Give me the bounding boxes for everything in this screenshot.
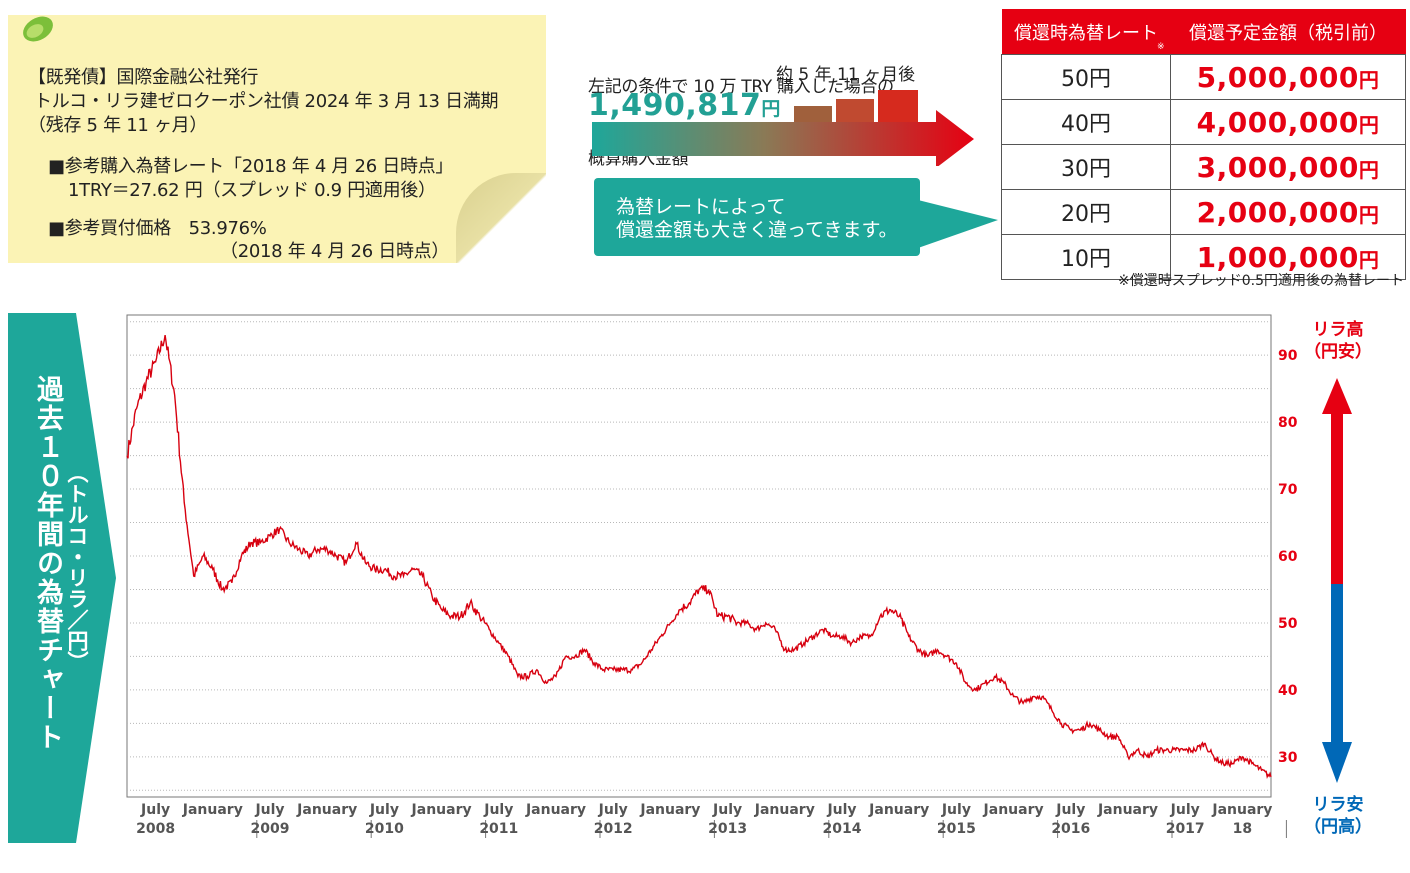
bond-remaining: （残存 5 年 11 ヶ月） <box>28 115 208 136</box>
x-tick-label: January <box>525 802 586 818</box>
side-banner-title: 過去１０年間の為替チャート <box>32 375 63 752</box>
x-tick-label: July <box>598 802 628 818</box>
x-tick-year-label: 2014 <box>823 821 862 837</box>
x-tick-label: July <box>140 802 170 818</box>
x-tick-label: July <box>941 802 971 818</box>
arrow-shaft-up <box>1331 412 1343 584</box>
header-rate: 償還時為替レート ※ <box>1001 9 1171 55</box>
table-row: 40円 4,000,000円 <box>1001 99 1406 145</box>
rate-cell: 30円 <box>1001 144 1171 190</box>
leaf-logo-icon <box>23 16 53 42</box>
arrow-up-icon <box>1322 378 1352 414</box>
x-tick-label: January <box>754 802 815 818</box>
x-tick-year-label: 2009 <box>251 821 290 837</box>
callout-bubble: 為替レートによって 償還金額も大きく違ってきます。 <box>594 178 920 256</box>
label-lira-high: リラ高 （円安） <box>1304 320 1372 362</box>
x-tick-year-label: 2015 <box>937 821 976 837</box>
purchase-condition-line1: 左記の条件で 10 万 TRY 購入した場合の <box>588 77 894 97</box>
x-tick-label: July <box>826 802 856 818</box>
y-tick-label: 60 <box>1278 549 1298 565</box>
x-tick-label: January <box>182 802 243 818</box>
amount-cell: 2,000,000円 <box>1170 189 1406 235</box>
amount-cell: 4,000,000円 <box>1170 99 1406 145</box>
plot-frame <box>126 314 1272 798</box>
amount-cell: 1,000,000円 <box>1170 234 1406 280</box>
later-label: 約 5 年 11 ヶ月後 <box>776 65 916 85</box>
table-footnote: ※償還時スプレッド0.5円適用後の為替レート <box>1118 273 1404 289</box>
y-tick-label: 50 <box>1278 616 1298 632</box>
purchase-amount: 1,490,817円 <box>588 88 781 123</box>
bond-name: トルコ・リラ建ゼロクーポン社債 2024 年 3 月 13 日満期 <box>34 91 499 112</box>
x-tick-label: January <box>1211 802 1272 818</box>
x-tick-year-label: 2012 <box>594 821 633 837</box>
callout-tail <box>918 200 998 248</box>
arrow-icon <box>592 110 974 166</box>
x-tick-year-label: 2016 <box>1051 821 1090 837</box>
x-tick-label: January <box>296 802 357 818</box>
growth-arrow-graphic <box>592 90 974 166</box>
x-tick-year-label: 2011 <box>479 821 518 837</box>
arrow-shaft-down <box>1331 584 1343 744</box>
x-tick-label: January <box>639 802 700 818</box>
redemption-table: 償還時為替レート ※ 償還予定金額（税引前） 50円 5,000,000円 40円… <box>1001 9 1406 280</box>
side-banner <box>8 313 116 843</box>
header-amount: 償還予定金額（税引前） <box>1170 9 1406 55</box>
x-tick-year-label: 18 <box>1233 821 1252 837</box>
table-row: 50円 5,000,000円 <box>1001 54 1406 100</box>
x-tick-label: January <box>868 802 929 818</box>
growth-bar-1 <box>794 106 832 124</box>
rate-cell: 10円 <box>1001 234 1171 280</box>
x-tick-label: January <box>411 802 472 818</box>
table-row: 10円 1,000,000円 <box>1001 234 1406 280</box>
x-tick-labels: July 2008 January July 2009 January July 2010 Ja… <box>136 802 1287 838</box>
table-row: 20円 2,000,000円 <box>1001 189 1406 235</box>
header-note-mark: ※ <box>1156 42 1165 52</box>
x-tick-year-label: 2013 <box>708 821 747 837</box>
purchase-amount-unit: 円 <box>761 98 781 120</box>
bond-info-note: 【既発債】国際金融公社発行 トルコ・リラ建ゼロクーポン社債 2024 年 3 月… <box>8 15 546 263</box>
x-tick-label: July <box>483 802 513 818</box>
table-row: 30円 3,000,000円 <box>1001 144 1406 190</box>
rate-cell: 40円 <box>1001 99 1171 145</box>
ref-price-date: （2018 年 4 月 26 日時点） <box>220 241 450 262</box>
x-tick-label: January <box>1097 802 1158 818</box>
series-line-try-jpy <box>126 334 1272 780</box>
growth-bar-2 <box>836 99 874 124</box>
y-tick-label: 90 <box>1278 348 1298 364</box>
x-tick-label: January <box>983 802 1044 818</box>
y-tick-label: 30 <box>1278 750 1298 766</box>
callout-line1: 為替レートによって <box>616 196 786 218</box>
purchase-amount-value: 1,490,817 <box>588 88 762 123</box>
y-tick-label: 70 <box>1278 482 1298 498</box>
arrow-down-icon <box>1322 742 1352 783</box>
amount-cell: 5,000,000円 <box>1170 54 1406 100</box>
x-tick-label: July <box>369 802 399 818</box>
side-banner-subtitle: （トルコ・リラ／円） <box>65 462 89 672</box>
y-tick-label: 40 <box>1278 683 1298 699</box>
label-lira-low: リラ安 （円高） <box>1304 795 1372 837</box>
x-tick-label: July <box>1055 802 1085 818</box>
x-tick-year-label: 2017 <box>1166 821 1205 837</box>
x-tick-label: July <box>254 802 284 818</box>
y-tick-label: 80 <box>1278 415 1298 431</box>
y-tick-labels: 30 40 50 60 70 80 90 <box>1278 348 1298 766</box>
rate-cell: 20円 <box>1001 189 1171 235</box>
ref-rate-heading: ■参考購入為替レート「2018 年 4 月 26 日時点」 <box>48 156 454 177</box>
growth-bar-3 <box>878 90 918 124</box>
bond-title: 【既発債】国際金融公社発行 <box>28 67 259 88</box>
x-tick-label: July <box>712 802 742 818</box>
callout-line2: 償還金額も大きく違ってきます。 <box>616 219 898 241</box>
amount-cell: 3,000,000円 <box>1170 144 1406 190</box>
x-tick-year-label: 2008 <box>136 821 175 837</box>
x-tick-label: July <box>1170 802 1200 818</box>
x-tick-year-label: 2010 <box>365 821 404 837</box>
ref-rate-value: 1TRY＝27.62 円（スプレッド 0.9 円適用後） <box>68 180 436 201</box>
ref-price: ■参考買付価格 53.976% <box>48 218 267 239</box>
